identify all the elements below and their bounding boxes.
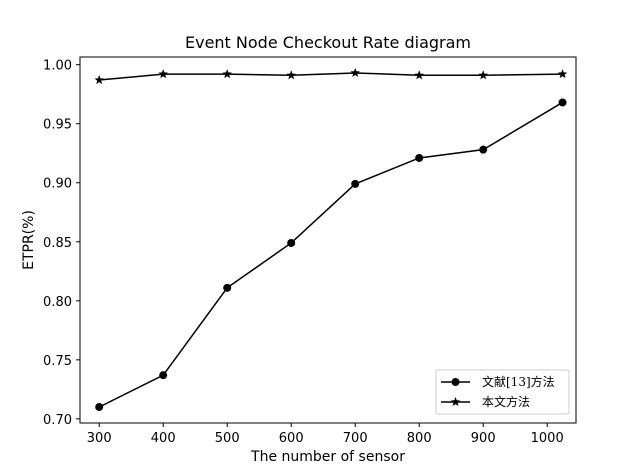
data-point — [558, 98, 567, 107]
data-point — [95, 403, 104, 412]
series-1 — [95, 98, 567, 412]
data-point — [222, 69, 232, 79]
data-point — [351, 179, 360, 188]
data-point — [415, 153, 424, 162]
legend-item: 文献[13]方法 — [441, 374, 555, 389]
data-point — [158, 69, 168, 79]
legend-box — [435, 369, 570, 415]
plot-frame — [79, 56, 577, 424]
y-axis: 0.70 0.75 0.80 0.85 0.90 0.95 1.00 — [43, 59, 80, 428]
data-point — [557, 69, 568, 79]
y-tick-label: 0.80 — [43, 295, 72, 310]
x-tick-label: 1000 — [531, 431, 564, 446]
x-tick-label: 400 — [151, 431, 176, 446]
x-tick-label: 900 — [471, 431, 496, 446]
legend-marker — [451, 378, 460, 386]
series-line — [99, 72, 563, 81]
x-axis-label: The number of sensor — [250, 449, 405, 465]
data-point — [350, 67, 360, 77]
x-tick-label: 600 — [279, 431, 304, 446]
y-tick-label: 0.85 — [43, 236, 72, 251]
series-line — [98, 101, 563, 408]
x-tick-label: 500 — [215, 431, 240, 446]
chart-title: Event Node Checkout Rate diagram — [185, 33, 471, 52]
legend-label: 文献[13]方法 — [482, 374, 555, 389]
plot-area — [94, 67, 568, 412]
x-tick-label: 700 — [343, 431, 368, 446]
data-point — [287, 238, 296, 247]
y-axis-label: ETPR(%) — [21, 210, 37, 270]
x-tick-label: 800 — [407, 431, 432, 446]
data-point — [94, 75, 104, 85]
data-point — [223, 283, 232, 292]
y-tick-label: 0.75 — [43, 354, 72, 369]
y-tick-label: 1.00 — [43, 59, 72, 74]
legend-item: 本文方法 — [441, 394, 530, 409]
y-tick-label: 0.95 — [43, 118, 72, 133]
data-point — [478, 70, 488, 80]
x-tick-label: 300 — [87, 431, 112, 446]
data-point — [286, 70, 296, 80]
series-2 — [94, 67, 568, 85]
data-point — [414, 70, 424, 80]
x-axis: 300 400 500 600 700 800 900 1000 — [87, 423, 564, 446]
data-point — [479, 145, 488, 154]
legend-marker — [450, 397, 461, 407]
legend-label: 本文方法 — [482, 394, 530, 409]
data-point — [159, 371, 168, 380]
y-tick-label: 0.90 — [43, 177, 72, 192]
y-tick-label: 0.70 — [43, 413, 72, 428]
